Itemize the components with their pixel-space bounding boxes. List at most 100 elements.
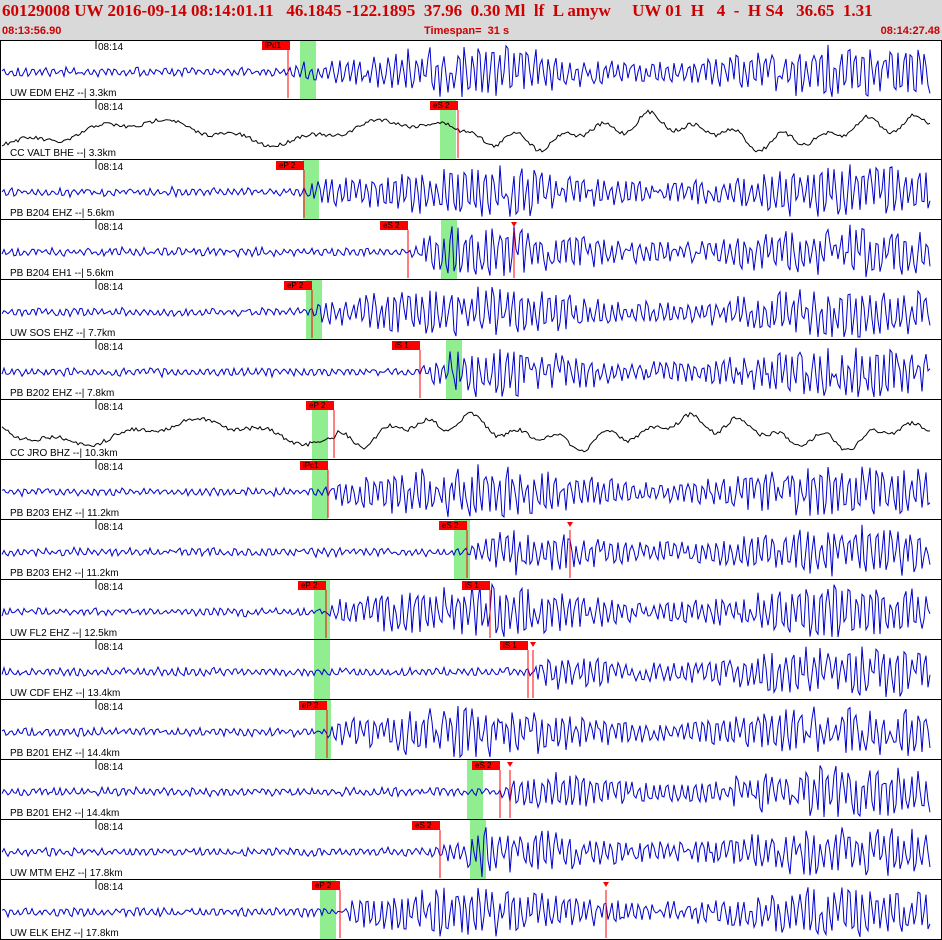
phase-pick[interactable]	[603, 882, 609, 938]
phase-pick[interactable]: eP 2	[312, 881, 341, 938]
station-label: UW FL2 EHZ --| 12.5km	[10, 628, 117, 639]
pick-tab	[380, 221, 408, 230]
time-tick-label: 08:14	[98, 402, 123, 413]
pick-tab	[284, 281, 312, 290]
phase-pick[interactable]: eS 2	[472, 761, 501, 818]
phase-pick[interactable]	[511, 222, 517, 278]
phase-pick[interactable]	[567, 522, 573, 578]
pick-tab	[299, 701, 327, 710]
time-tick-label: 08:14	[98, 42, 123, 53]
time-tick-label: 08:14	[98, 762, 123, 773]
pick-phase-label: eS 2	[415, 821, 432, 830]
trace-row[interactable]: 08:14 iS 1 PB B202 EHZ --| 7.8km	[0, 340, 942, 400]
trace-row[interactable]: 08:14 eP 2 CC JRO BHZ --| 10.3km	[0, 400, 942, 460]
station-label: PB B203 EH2 --| 11.2km	[10, 568, 119, 579]
time-tick-label: 08:14	[98, 642, 123, 653]
pick-phase-label: eS 2	[433, 101, 450, 110]
pick-phase-label: eP 2	[279, 161, 296, 170]
trace-row[interactable]: 08:14 eS 2 CC VALT BHE --| 3.3km	[0, 100, 942, 160]
station-label: CC JRO BHZ --| 10.3km	[10, 448, 118, 459]
trace-row[interactable]: 08:14 eP 2 iS 1 UW FL2 EHZ --| 12.5km	[0, 580, 942, 640]
station-label: PB B204 EHZ --| 5.6km	[10, 208, 114, 219]
pick-tab	[298, 581, 326, 590]
station-label: PB B204 EH1 --| 5.6km	[10, 268, 114, 279]
phase-pick[interactable]: eS 2	[380, 221, 409, 278]
trace-row[interactable]: 08:14 eP 2 UW SOS EHZ --| 7.7km	[0, 280, 942, 340]
time-tick-label: 08:14	[98, 522, 123, 533]
trace-row[interactable]: 08:14 iPc1 PB B203 EHZ --| 11.2km	[0, 460, 942, 520]
event-title: 60129008 UW 2016-09-14 08:14:01.11 46.18…	[2, 1, 873, 20]
station-label: PB B202 EHZ --| 7.8km	[10, 388, 114, 399]
predicted-arrival-window	[467, 760, 483, 820]
pick-tab	[312, 881, 340, 890]
timespan-label: Timespan= 31 s	[424, 25, 510, 37]
pick-tab	[462, 581, 490, 590]
pick-phase-label: eS 2	[383, 221, 400, 230]
pick-phase-label: iS 1	[503, 641, 517, 650]
pick-phase-label: eP 2	[315, 881, 332, 890]
predicted-arrival-window	[306, 280, 322, 340]
trace-row[interactable]: 08:14 eS 2 PB B203 EH2 --| 11.2km	[0, 520, 942, 580]
seismogram-canvas[interactable]: 08:14 iPd1 UW EDM EHZ --| 3.3km 08:14 eS 2 CC…	[0, 40, 942, 940]
time-tick-label: 08:14	[98, 342, 123, 353]
pick-marker	[511, 222, 517, 227]
pick-tab	[472, 761, 500, 770]
station-label: PB B201 EH2 --| 14.4km	[10, 808, 119, 819]
phase-pick[interactable]: eS 2	[412, 821, 441, 878]
pick-marker	[507, 762, 513, 767]
waveform	[1, 705, 931, 759]
pick-phase-label: eP 2	[301, 581, 318, 590]
time-tick-label: 08:14	[98, 822, 123, 833]
pick-tab	[439, 521, 467, 530]
phase-pick[interactable]	[530, 642, 536, 698]
waveform	[1, 464, 931, 518]
time-tick-label: 08:14	[98, 882, 123, 893]
station-label: PB B201 EHZ --| 14.4km	[10, 748, 120, 759]
pick-tab	[300, 461, 328, 470]
pick-tab	[306, 401, 334, 410]
waveform	[1, 411, 931, 453]
phase-pick[interactable]: iS 1	[392, 341, 421, 398]
trace-row[interactable]: 08:14 iS 1 UW CDF EHZ --| 13.4km	[0, 640, 942, 700]
waveform	[1, 286, 931, 338]
station-label: UW MTM EHZ --| 17.8km	[10, 868, 123, 879]
phase-pick[interactable]: eP 2	[306, 401, 335, 458]
trace-row[interactable]: 08:14 eP 2 PB B201 EHZ --| 14.4km	[0, 700, 942, 760]
trace-row[interactable]: 08:14 eS 2 PB B201 EH2 --| 14.4km	[0, 760, 942, 820]
phase-pick[interactable]: eP 2	[299, 701, 328, 758]
predicted-arrival-window	[470, 820, 486, 880]
time-tick-label: 08:14	[98, 162, 123, 173]
phase-pick[interactable]: eS 2	[439, 521, 468, 578]
phase-pick[interactable]: eP 2	[284, 281, 313, 338]
pick-tab	[392, 341, 420, 350]
predicted-arrival-window	[312, 400, 328, 460]
predicted-arrival-window	[440, 100, 456, 160]
pick-phase-label: iPc1	[303, 461, 319, 470]
phase-pick[interactable]	[507, 762, 513, 818]
phase-pick[interactable]: eP 2	[298, 581, 327, 638]
trace-row[interactable]: 08:14 iPd1 UW EDM EHZ --| 3.3km	[0, 40, 942, 100]
time-tick-label: 08:14	[98, 462, 123, 473]
waveform	[1, 827, 931, 878]
phase-pick[interactable]: iPc1	[300, 461, 329, 518]
phase-pick[interactable]: iPd1	[262, 41, 290, 98]
trace-row[interactable]: 08:14 eS 2 UW MTM EHZ --| 17.8km	[0, 820, 942, 880]
waveform	[1, 224, 931, 278]
trace-row[interactable]: 08:14 eP 2 UW ELK EHZ --| 17.8km	[0, 880, 942, 940]
pick-phase-label: iS 1	[395, 341, 409, 350]
station-label: UW CDF EHZ --| 13.4km	[10, 688, 120, 699]
trace-row[interactable]: 08:14 eP 2 PB B204 EHZ --| 5.6km	[0, 160, 942, 220]
pick-tab	[276, 161, 304, 170]
seismogram-panel[interactable]: 08:14 iPd1 UW EDM EHZ --| 3.3km 08:14 eS 2 CC…	[0, 40, 942, 940]
phase-pick[interactable]: iS 1	[500, 641, 529, 698]
trace-row[interactable]: 08:14 eS 2 PB B204 EH1 --| 5.6km	[0, 220, 942, 280]
phase-pick[interactable]: eS 2	[430, 101, 459, 158]
phase-pick[interactable]: iS 1	[462, 581, 491, 638]
station-label: UW SOS EHZ --| 7.7km	[10, 328, 115, 339]
pick-marker	[603, 882, 609, 887]
pick-phase-label: eS 2	[442, 521, 459, 530]
time-tick-label: 08:14	[98, 282, 123, 293]
predicted-arrival-window	[314, 640, 330, 700]
phase-pick[interactable]: eP 2	[276, 161, 305, 218]
pick-marker	[530, 642, 536, 647]
